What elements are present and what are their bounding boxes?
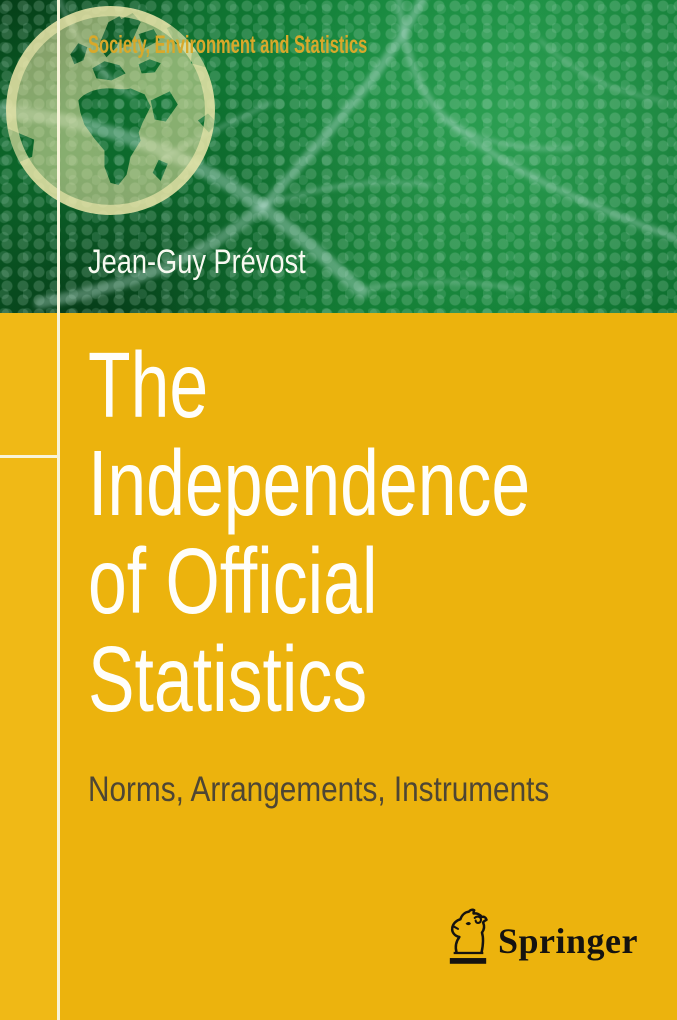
book-subtitle: Norms, Arrangements, Instruments [88,770,550,809]
vertical-rule-line [57,0,60,1020]
horizontal-rule-line [0,455,57,458]
series-title: Society, Environment and Statistics [88,31,368,59]
publisher-logo: Springer [446,908,638,966]
title-line-1: The [88,333,209,437]
author-name: Jean-Guy Prévost [88,243,306,281]
book-title: The Independence of Official Statistics [88,336,530,728]
publisher-name: Springer [498,921,639,961]
springer-horse-icon [449,908,488,964]
left-accent-strip [0,313,57,1020]
title-line-3: of Official [88,529,378,633]
title-line-2: Independence [88,431,531,535]
title-line-4: Statistics [88,627,368,731]
